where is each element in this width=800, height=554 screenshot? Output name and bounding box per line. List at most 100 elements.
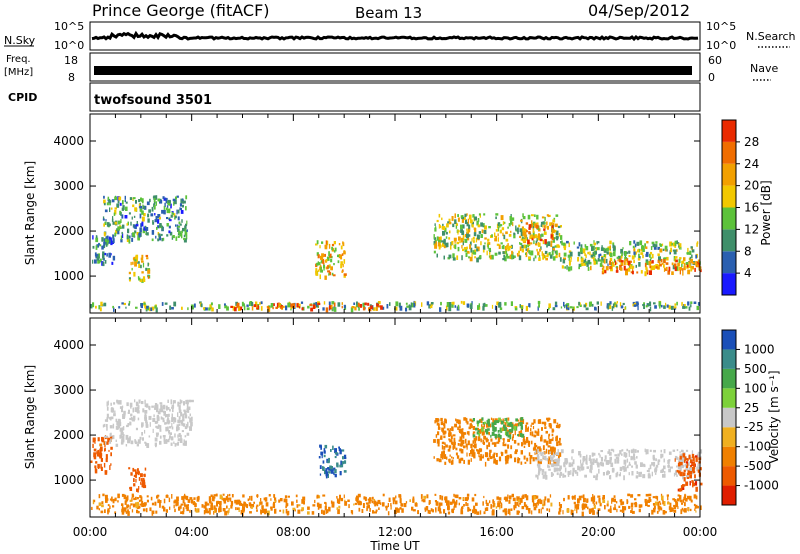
- velocity-cell-r3: [117, 500, 119, 503]
- power-cell-r6: [488, 242, 491, 245]
- power-cell-r8: [683, 262, 686, 266]
- velocity-cell-r3: [366, 505, 368, 510]
- power-cell-r6: [476, 220, 479, 226]
- power-cell-r9: [620, 262, 624, 266]
- velocity-cell-r3: [259, 501, 263, 505]
- velocity-cell-r5: [546, 417, 549, 420]
- velocity-cell-r0: [94, 440, 96, 444]
- velocity-cell-r3: [595, 501, 598, 505]
- power-cell-r1: [173, 201, 175, 206]
- power-cell-r1: [181, 204, 184, 208]
- velocity-cell-r5: [529, 431, 532, 436]
- power-cell-r4: [329, 305, 332, 310]
- power-cell-r8: [674, 257, 676, 263]
- velocity-cell-r5: [545, 448, 548, 454]
- velocity-cell-r2: [137, 488, 139, 493]
- velocity-cell-r3: [156, 494, 160, 497]
- velocity-cell-r5: [452, 446, 454, 450]
- power-cell-r3: [205, 307, 208, 311]
- power-cell-r1: [184, 228, 187, 232]
- power-cell-r8: [620, 255, 623, 259]
- power-cell-r1: [177, 235, 180, 238]
- velocity-cell-r3: [107, 508, 110, 513]
- power-cell-r6: [505, 250, 508, 254]
- power-cell-r6: [456, 255, 459, 260]
- power-cell-r0: [106, 253, 108, 257]
- velocity-cell-r3: [186, 505, 189, 510]
- power-cell-r3: [608, 303, 611, 306]
- velocity-cell-r3: [541, 507, 544, 510]
- velocity-cell-r1: [148, 406, 151, 411]
- velocity-cell-r3: [125, 511, 128, 514]
- velocity-cell-r3: [694, 508, 696, 511]
- velocity-cell-r3: [521, 506, 525, 510]
- velocity-cell-r3: [522, 494, 525, 499]
- power-cell-r8: [597, 247, 600, 251]
- velocity-cell-r5: [472, 440, 475, 444]
- power-cell-r1: [119, 202, 122, 206]
- power-cell-r6: [443, 245, 446, 249]
- velocity-cell-r7: [680, 449, 683, 453]
- velocity-cell-r3: [507, 508, 511, 512]
- power-cell-r1: [167, 200, 171, 206]
- power-cell-r3: [218, 304, 221, 309]
- velocity-cell-r0: [104, 448, 106, 452]
- power-cell-r0: [105, 260, 107, 264]
- power-cell-r6: [555, 250, 558, 255]
- power-cell-r3: [382, 306, 385, 310]
- velocity-cell-r1: [115, 443, 119, 447]
- velocity-cell-r1: [160, 416, 163, 420]
- velocity-cell-r5: [480, 438, 482, 443]
- power-cell-r3: [389, 302, 391, 306]
- velocity-cell-r3: [669, 509, 672, 513]
- power-cell-r3: [394, 307, 397, 311]
- velocity-cell-r5: [470, 424, 473, 429]
- power-cell-r6: [520, 242, 523, 246]
- velocity-cell-r5: [555, 425, 559, 428]
- velocity-cell-r3: [283, 498, 286, 503]
- velocity-cell-r6: [490, 434, 492, 438]
- velocity-cell-r7: [550, 457, 554, 462]
- velocity-cell-r1: [183, 439, 185, 443]
- velocity-cell-r5: [528, 452, 531, 457]
- velocity-cell-r3: [598, 497, 601, 502]
- velocity-cell-r5: [557, 424, 560, 429]
- velocity-cell-r8: [695, 486, 698, 492]
- power-cell-r8: [631, 255, 635, 260]
- power-cell-r8: [688, 257, 691, 261]
- power-cell-r6: [465, 219, 467, 224]
- velocity-cell-r3: [616, 508, 618, 513]
- velocity-cell-r4: [342, 456, 344, 460]
- velocity-cell-r6: [518, 422, 520, 427]
- power-cell-r6: [443, 240, 446, 244]
- power-cell-r5: [328, 251, 330, 257]
- power-cell-r9: [667, 270, 670, 275]
- power-cell-r9: [688, 263, 691, 268]
- power-cell-r8: [650, 265, 653, 271]
- colorbar-segment: [722, 229, 736, 252]
- velocity-cell-r6: [503, 426, 507, 431]
- power-cell-r1: [109, 207, 111, 212]
- velocity-cell-r3: [159, 503, 161, 507]
- velocity-cell-r1: [112, 423, 115, 429]
- velocity-cell-r3: [362, 503, 365, 508]
- power-cell-r9: [698, 264, 700, 268]
- velocity-cell-r3: [354, 502, 358, 505]
- power-cell-r3: [620, 305, 624, 309]
- velocity-cell-r2: [138, 477, 141, 481]
- velocity-cell-r5: [490, 417, 493, 420]
- power-cell-r0: [97, 260, 100, 264]
- velocity-cell-r7: [559, 471, 563, 476]
- velocity-cell-r3: [286, 511, 289, 516]
- power-cell-r6: [515, 225, 517, 231]
- power-cell-r9: [671, 271, 674, 275]
- velocity-cell-r7: [608, 452, 612, 456]
- power-cell-r8: [675, 256, 678, 259]
- power-cell-r6: [438, 213, 441, 218]
- velocity-cell-r3: [214, 508, 216, 513]
- velocity-cell-r1: [183, 409, 186, 412]
- power-cell-r3: [600, 301, 602, 306]
- power-cell-r8: [611, 262, 614, 265]
- velocity-cell-r7: [616, 471, 619, 476]
- power-cell-r3: [405, 307, 408, 312]
